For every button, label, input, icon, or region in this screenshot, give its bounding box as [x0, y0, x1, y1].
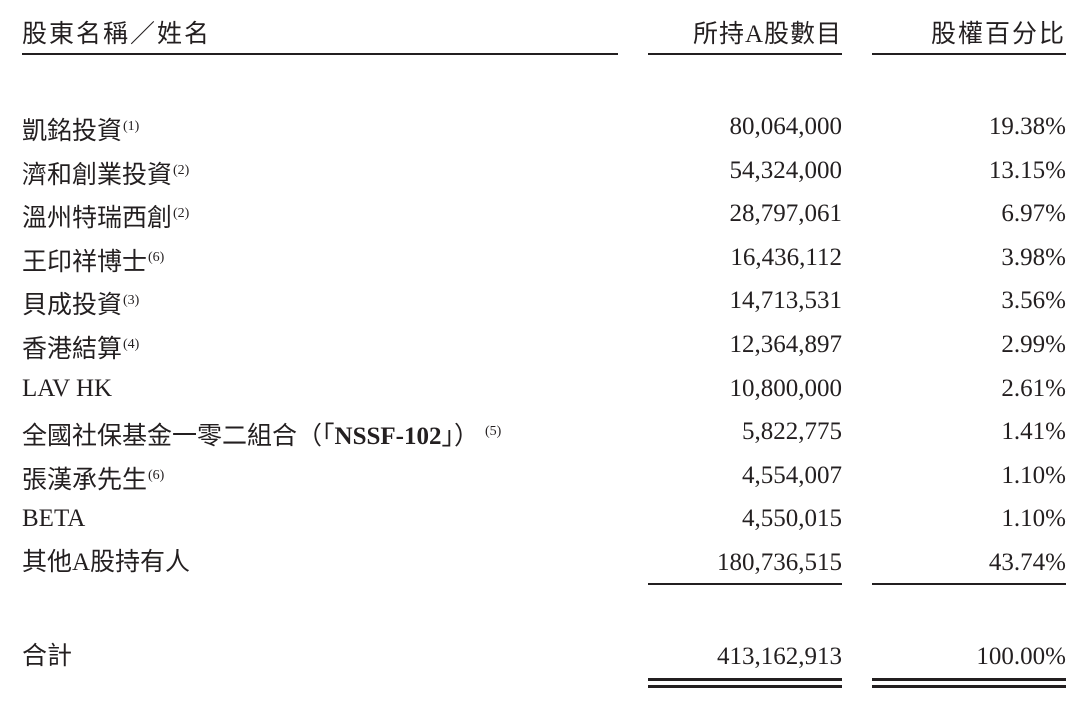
table-row: 貝成投資(3) 14,713,531 3.56%	[0, 281, 1080, 321]
table-row: 濟和創業投資(2) 54,324,000 13.15%	[0, 151, 1080, 191]
footnote-ref: (1)	[123, 119, 140, 134]
total-percent: 100.00%	[976, 643, 1066, 670]
percent-cell: 3.98%	[1001, 243, 1066, 271]
shares-cell: 10,800,000	[729, 374, 843, 402]
shares-cell: 12,364,897	[729, 331, 843, 358]
shares-cell: 14,713,531	[729, 287, 843, 315]
shareholder-name: 張漢承先生	[22, 466, 148, 494]
shareholder-name: BETA	[22, 505, 86, 533]
table-row: LAV HK 10,800,000 2.61%	[0, 369, 1080, 409]
shareholder-cell: 溫州特瑞西創(2)	[22, 194, 189, 239]
shareholder-name: 王印祥博士	[22, 248, 148, 276]
percent-cell: 3.56%	[1001, 287, 1066, 315]
shares-cell: 180,736,515	[717, 549, 842, 576]
subtotal-divider	[872, 583, 1066, 585]
header-name: 股東名稱／姓名	[22, 21, 212, 48]
percent-cell: 1.41%	[1001, 418, 1066, 446]
shareholder-cell: 貝成投資(3)	[22, 281, 139, 326]
shareholder-cell: 其他A股持有人	[22, 543, 190, 583]
percent-cell: 13.15%	[988, 156, 1066, 184]
shares-cell: 16,436,112	[730, 243, 842, 271]
percent-cell: 1.10%	[1001, 505, 1066, 533]
shareholder-cell: 張漢承先生(6)	[22, 456, 164, 501]
total-row: 合計 413,162,913 100.00%	[0, 637, 1080, 677]
header-divider	[22, 53, 618, 55]
shareholder-cell: 王印祥博士(6)	[22, 238, 164, 283]
shares-cell: 5,822,775	[742, 418, 842, 446]
table-row: 溫州特瑞西創(2) 28,797,061 6.97%	[0, 194, 1080, 234]
percent-cell: 2.61%	[1001, 374, 1066, 402]
header-percent: 股權百分比	[930, 21, 1066, 48]
shareholder-name: 凱銘投資	[22, 118, 123, 145]
footnote-ref: (2)	[173, 206, 190, 222]
shareholder-cell: 凱銘投資(1)	[22, 107, 139, 152]
shares-cell: 4,550,015	[742, 505, 842, 533]
header-shares: 所持A股數目	[692, 21, 842, 48]
table-row: 王印祥博士(6) 16,436,112 3.98%	[0, 238, 1080, 278]
shares-cell: 54,324,000	[729, 156, 843, 184]
shareholder-cell: 香港結算(4)	[22, 325, 139, 370]
percent-cell: 6.97%	[1001, 200, 1066, 228]
header-divider	[872, 53, 1066, 55]
shares-cell: 28,797,061	[729, 200, 843, 228]
percent-cell: 19.38%	[988, 113, 1066, 140]
table-row: 香港結算(4) 12,364,897 2.99%	[0, 325, 1080, 365]
footnote-ref: (2)	[173, 162, 190, 178]
footnote-ref: (5)	[485, 424, 502, 440]
shareholder-name: 濟和創業投資	[22, 161, 173, 189]
total-label: 合計	[22, 643, 73, 670]
table-row: BETA 4,550,015 1.10%	[0, 499, 1080, 539]
footnote-ref: (4)	[123, 337, 140, 352]
percent-cell: 1.10%	[1001, 461, 1066, 489]
shareholder-name: 其他A股持有人	[22, 549, 191, 576]
shareholder-cell: 全國社保基金一零二組合（「NSSF-102」） (5)	[22, 412, 501, 457]
shareholder-name: 貝成投資	[22, 292, 123, 320]
percent-cell: 43.74%	[988, 549, 1066, 576]
total-shares: 413,162,913	[717, 643, 842, 670]
shareholder-cell: LAV HK	[22, 369, 112, 409]
subtotal-divider	[648, 583, 842, 585]
total-double-line	[872, 678, 1066, 681]
shareholder-abbr: NSSF-102	[334, 423, 442, 451]
shares-cell: 80,064,000	[729, 113, 843, 140]
table-row: 其他A股持有人 180,736,515 43.74%	[0, 543, 1080, 583]
shareholder-cell: 濟和創業投資(2)	[22, 151, 189, 196]
shareholder-name: 香港結算	[22, 336, 123, 363]
total-double-line	[648, 678, 842, 681]
footnote-ref: (6)	[148, 467, 165, 483]
shareholder-name: 全國社保基金一零二組合（「	[22, 423, 335, 451]
shareholder-name-end: 」）	[441, 423, 479, 451]
percent-cell: 2.99%	[1001, 331, 1066, 358]
table-row: 凱銘投資(1) 80,064,000 19.38%	[0, 107, 1080, 147]
footnote-ref: (6)	[148, 249, 165, 265]
table-row: 全國社保基金一零二組合（「NSSF-102」） (5) 5,822,775 1.4…	[0, 412, 1080, 452]
total-double-line	[648, 685, 842, 688]
shares-cell: 4,554,007	[742, 461, 842, 489]
shareholder-name: 溫州特瑞西創	[22, 205, 173, 233]
total-double-line	[872, 685, 1066, 688]
header-divider	[648, 53, 842, 55]
shareholder-name: LAV HK	[22, 374, 113, 402]
table-row: 張漢承先生(6) 4,554,007 1.10%	[0, 456, 1080, 496]
shareholder-cell: BETA	[22, 499, 85, 539]
footnote-ref: (3)	[123, 293, 140, 309]
